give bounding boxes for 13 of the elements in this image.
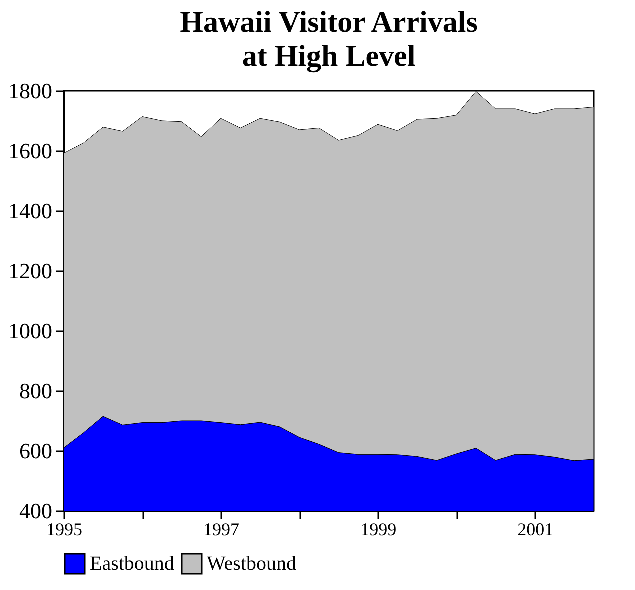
legend-label: Eastbound: [90, 553, 174, 575]
y-tick-label: 800: [20, 378, 52, 404]
y-tick-label: 1200: [8, 258, 52, 284]
y-tick-label: 1800: [8, 78, 52, 104]
y-tick-label: 1400: [8, 198, 52, 224]
y-tick-label: 600: [20, 438, 52, 464]
legend-label: Westbound: [207, 553, 296, 575]
y-tick-label: 1000: [8, 318, 52, 344]
x-tick-label: 1999: [360, 520, 397, 540]
x-tick-label: 2001: [518, 520, 554, 540]
y-tick-label: 1600: [8, 138, 52, 164]
x-tick-label: 1997: [204, 520, 240, 540]
chart-title: Hawaii Visitor Arrivals at High Level: [180, 6, 478, 73]
